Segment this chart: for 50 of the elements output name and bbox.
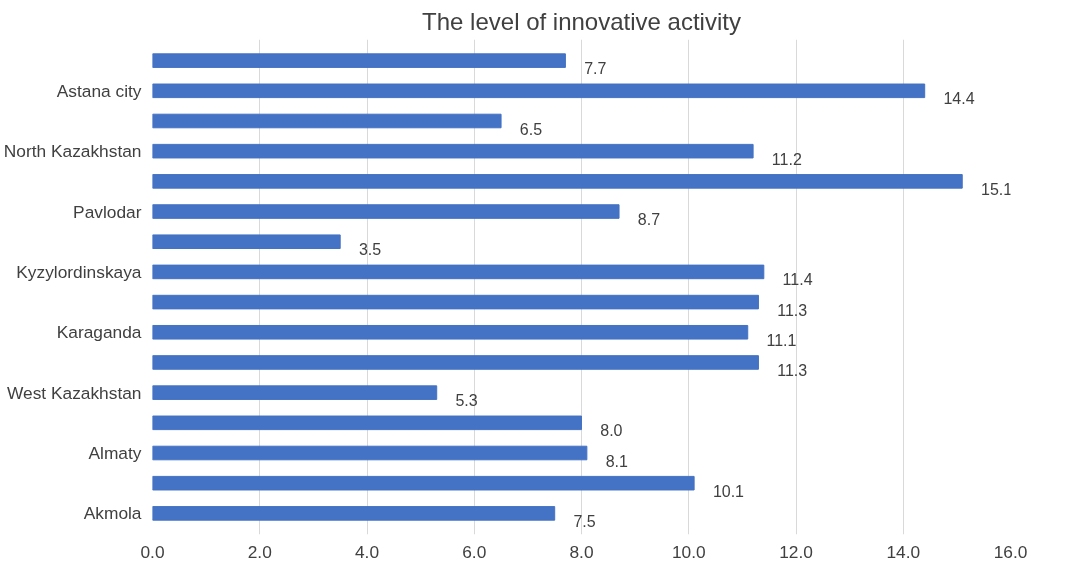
data-label: 11.3 [777, 301, 808, 319]
data-label: 3.5 [358, 241, 382, 259]
x-tick-label: 14.0 [886, 541, 921, 562]
data-label: 11.2 [771, 150, 802, 168]
bar [152, 143, 754, 159]
bar [152, 415, 582, 431]
x-tick-label: 8.0 [569, 541, 594, 562]
bar [152, 83, 926, 99]
data-label: 11.1 [766, 331, 797, 349]
data-label: 7.5 [573, 512, 596, 530]
bar [152, 174, 963, 189]
bar [152, 355, 759, 370]
y-tick-label: Karaganda [56, 322, 142, 343]
bar [152, 264, 765, 280]
data-label: 5.3 [455, 392, 478, 410]
bar [152, 385, 438, 400]
x-tick-label: 16.0 [993, 541, 1028, 562]
y-tick-label: Almaty [88, 443, 142, 464]
x-tick-label: 2.0 [247, 541, 272, 562]
data-label: 11.4 [782, 271, 813, 289]
bar [152, 324, 749, 340]
data-label: 10.1 [712, 482, 745, 500]
y-tick-label: Akmola [83, 503, 142, 524]
bar [152, 234, 341, 250]
y-tick-label: Kyzylordinskaya [16, 261, 142, 282]
data-label: 8.1 [605, 452, 628, 470]
data-label: 15.1 [981, 180, 1013, 198]
bar [152, 506, 556, 521]
y-tick-label: Astana city [56, 80, 142, 101]
data-label: 7.7 [584, 60, 607, 78]
bar [152, 475, 695, 491]
data-label: 8.0 [600, 422, 623, 440]
y-tick-label: West Kazakhstan [6, 382, 142, 403]
bar [152, 113, 502, 129]
data-label: 11.3 [777, 362, 808, 379]
x-tick-label: 4.0 [354, 541, 380, 562]
data-label: 6.5 [519, 120, 543, 138]
bar [152, 204, 620, 219]
bar [152, 53, 566, 68]
bar [152, 294, 759, 310]
x-tick-label: 10.0 [671, 541, 706, 562]
x-tick-label: 6.0 [462, 541, 487, 562]
data-label: 8.7 [637, 211, 661, 229]
y-tick-label: North Kazakhstan [3, 141, 142, 162]
data-label: 14.4 [943, 90, 975, 108]
x-tick-label: 0.0 [140, 541, 165, 562]
y-tick-label: Pavlodar [73, 201, 142, 222]
chart-title: The level of innovative activity [422, 7, 741, 35]
x-tick-label: 12.0 [779, 541, 813, 562]
bar [152, 445, 588, 461]
